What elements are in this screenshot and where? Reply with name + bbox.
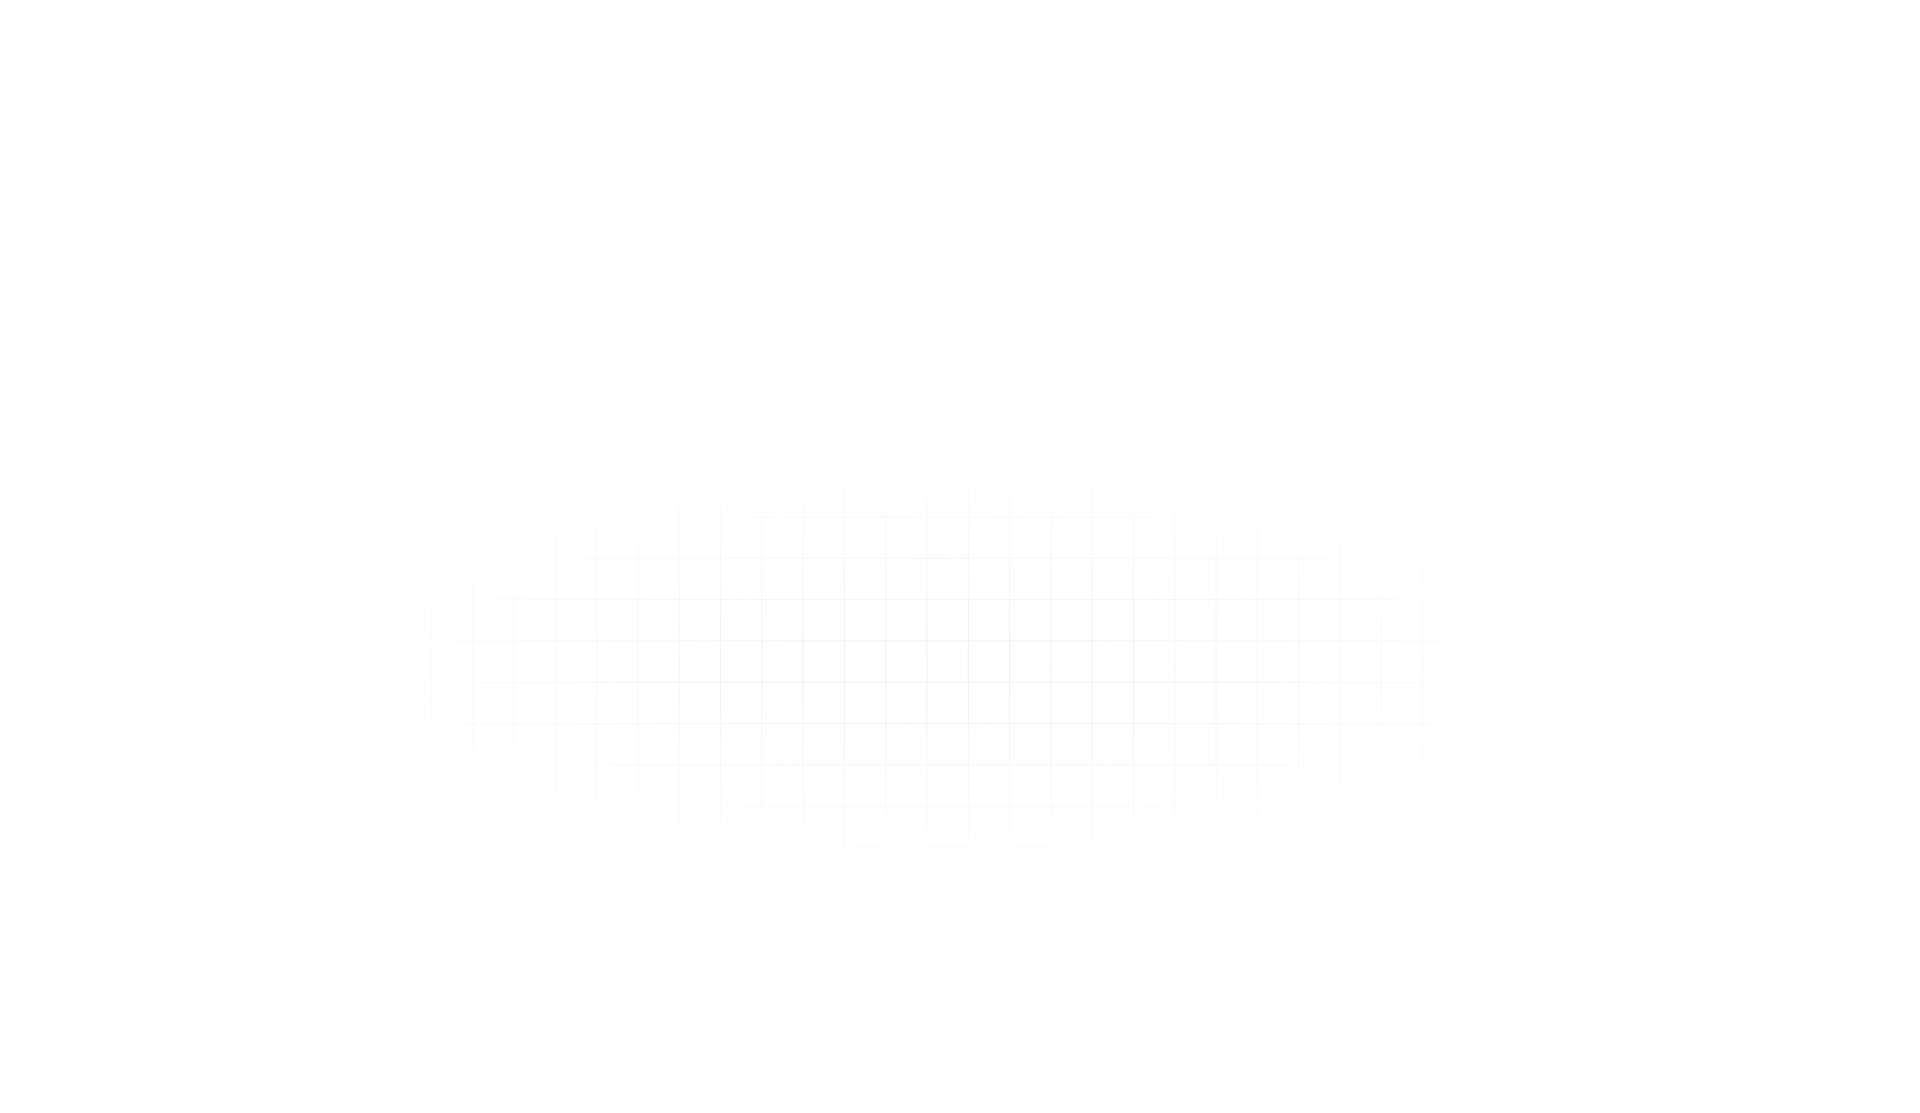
blank-page-canvas — [0, 0, 1920, 1113]
background-grid-pattern — [0, 0, 1920, 1113]
